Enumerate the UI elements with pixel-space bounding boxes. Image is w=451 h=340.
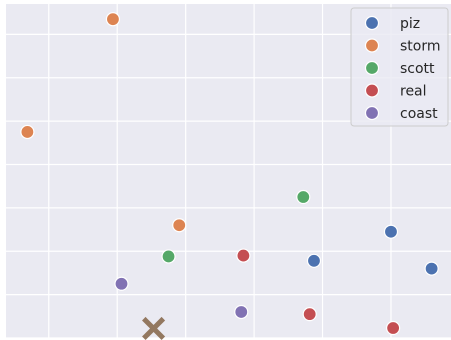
data-points [20, 12, 439, 340]
data-point-piz [383, 224, 399, 239]
x-marker-stroke [142, 316, 166, 340]
data-point-coast [234, 304, 249, 320]
legend-marker-scott [364, 60, 380, 76]
data-point-piz [424, 261, 439, 276]
data-point-real [236, 248, 251, 263]
data-point-real [386, 320, 401, 336]
data-point-piz [306, 253, 322, 268]
data-point-real [302, 307, 317, 322]
legend-label-scott: scott [400, 61, 435, 77]
legend-label-storm: storm [400, 39, 441, 55]
data-point-scott [161, 249, 176, 264]
legend-marker-real [364, 83, 380, 98]
data-point-storm [105, 12, 121, 27]
legend-marker-piz [364, 15, 380, 31]
x-marker [142, 316, 166, 340]
data-point-coast [114, 276, 129, 291]
legend: piz storm scott real coast [350, 7, 449, 127]
legend-label-piz: piz [400, 16, 420, 32]
legend-label-real: real [400, 84, 427, 100]
legend-label-coast: coast [400, 106, 438, 122]
data-point-storm [20, 124, 35, 140]
legend-marker-coast [364, 105, 380, 121]
legend-marker-storm [364, 38, 380, 53]
data-point-scott [296, 189, 311, 205]
grid [6, 4, 451, 339]
data-point-storm [172, 218, 187, 233]
